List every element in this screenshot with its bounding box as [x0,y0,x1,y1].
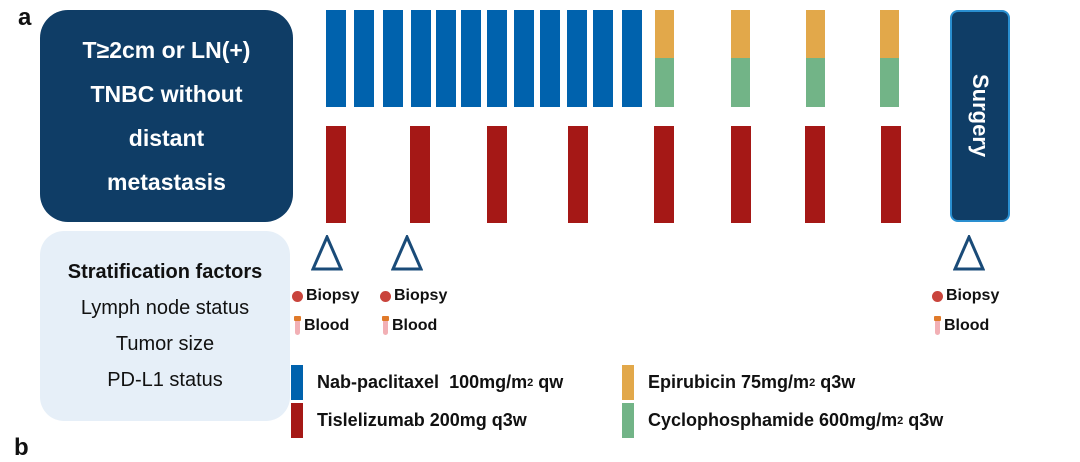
tislelizumab-dose [881,126,901,223]
legend-name: Cyclophosphamide [648,410,815,430]
blood-event: Blood [382,316,437,336]
legend-item-epirubicin: Epirubicin 75mg/m 2 q3w [622,365,855,400]
epirubicin-dose [655,10,674,58]
blood-label: Blood [304,317,350,334]
surgery-label: Surgery [968,74,993,158]
legend-item-cyclophosphamide: Cyclophosphamide 600mg/m 2 q3w [622,403,943,438]
legend-name: Epirubicin [648,372,737,392]
nab-paclitaxel-dose [411,10,431,107]
nab-paclitaxel-dose [383,10,403,107]
biopsy-event: Biopsy [380,287,447,305]
tislelizumab-dose [805,126,825,223]
nab-paclitaxel-dose [540,10,560,107]
legend-freq: q3w [491,410,527,430]
tislelizumab-dose [654,126,674,223]
triangle-marker-icon [953,235,985,271]
cyclophosphamide-dose [731,58,750,107]
tislelizumab-dose [410,126,430,223]
legend-freq: q3w [820,372,856,392]
legend-freq: qw [538,372,564,392]
eligibility-line: TNBC without [90,81,243,107]
eligibility-line: distant [128,125,205,151]
nab-paclitaxel-dose [593,10,613,107]
legend-swatch [291,403,303,438]
cyclophosphamide-dose [806,58,825,107]
nab-paclitaxel-dose [326,10,346,107]
legend-name: Tislelizumab [317,410,425,430]
legend-item-tislelizumab: Tislelizumab 200mg q3w [291,403,527,438]
epirubicin-dose [806,10,825,58]
blood-event: Blood [934,316,989,336]
eligibility-line: metastasis [107,169,226,195]
legend-name: Nab-paclitaxel [317,372,440,392]
stratification-title: Stratification factors [67,261,263,283]
stratification-item: PD-L1 status [107,369,223,391]
epirubicin-dose [731,10,750,58]
nab-paclitaxel-dose [622,10,642,107]
eligibility-box: T≥2cm or LN(+) TNBC without distant meta… [40,10,293,222]
legend-dose: 600mg/m [819,410,898,430]
legend-dose: 75mg/m [741,372,810,392]
biopsy-icon [380,290,391,302]
legend-freq: q3w [908,410,944,430]
nab-paclitaxel-dose [567,10,587,107]
legend-dose: 200mg [429,410,487,430]
biopsy-label: Biopsy [306,287,360,304]
blood-tube-icon [294,316,301,336]
nab-paclitaxel-dose [354,10,374,107]
tislelizumab-dose [731,126,751,223]
biopsy-event: Biopsy [932,287,999,305]
biopsy-label: Biopsy [394,287,448,304]
epirubicin-dose [880,10,899,58]
eligibility-line: T≥2cm or LN(+) [82,37,251,63]
legend-dose: 100mg/m [449,372,528,392]
legend-sup: 2 [897,414,904,427]
legend-sup: 2 [527,376,534,389]
blood-event: Blood [294,316,349,336]
nab-paclitaxel-dose [436,10,456,107]
nab-paclitaxel-dose [487,10,507,107]
biopsy-label: Biopsy [946,287,1000,304]
cyclophosphamide-dose [655,58,674,107]
blood-tube-icon [382,316,389,336]
panel-label-a: a [18,4,32,31]
stratification-item: Lymph node status [80,297,250,319]
stratification-box: Stratification factors Lymph node status… [40,231,290,421]
blood-label: Blood [944,317,990,334]
stratification-item: Tumor size [115,333,215,355]
panel-label-b: b [14,434,29,461]
surgery-box: Surgery [950,10,1010,222]
tislelizumab-dose [326,126,346,223]
biopsy-event: Biopsy [292,287,359,305]
cyclophosphamide-dose [880,58,899,107]
legend-swatch [622,403,634,438]
triangle-marker-icon [391,235,423,271]
blood-tube-icon [934,316,941,336]
triangle-marker-icon [311,235,343,271]
nab-paclitaxel-dose [514,10,534,107]
nab-paclitaxel-dose [461,10,481,107]
tislelizumab-dose [487,126,507,223]
legend-item-nab-paclitaxel: Nab-paclitaxel 100mg/m 2 qw [291,365,563,400]
blood-label: Blood [392,317,438,334]
legend-swatch [291,365,303,400]
tislelizumab-dose [568,126,588,223]
legend-sup: 2 [809,376,816,389]
biopsy-icon [292,290,303,302]
legend-swatch [622,365,634,400]
biopsy-icon [932,290,943,302]
